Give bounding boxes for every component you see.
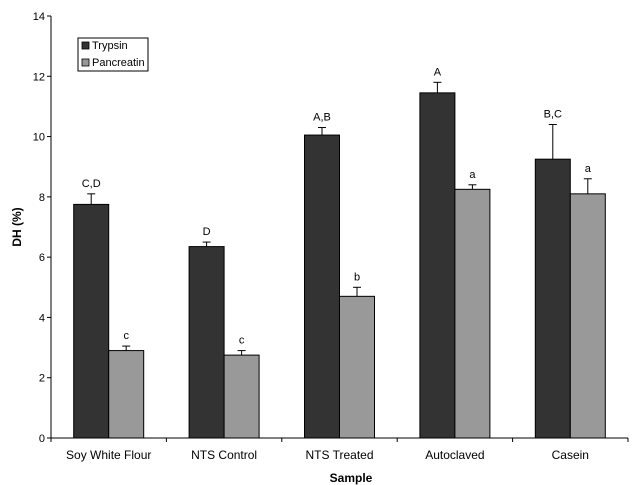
bars [73,81,606,439]
significance-label-trypsin: A,B [313,112,331,124]
x-category-label: Casein [552,448,589,462]
y-tick-label: 0 [39,433,45,445]
significance-label-trypsin: D [203,226,211,238]
y-axis: 0 2 4 6 8 10 12 14 [33,11,52,445]
significance-label-pancreatin: c [239,335,245,347]
bar-pancreatin [569,193,606,439]
x-axis-title: Sample [330,471,373,485]
legend-label-pancreatin: Pancreatin [92,57,145,69]
legend-box [77,37,149,72]
annotations: C,D c Dc A,B b Aa B,C a [82,66,592,346]
y-tick-label: 12 [33,71,45,83]
significance-label-trypsin: C,D [82,178,101,190]
significance-label-trypsin: B,C [544,109,562,121]
y-axis-title: DH (%) [10,207,24,246]
y-tick-label: 14 [33,11,45,23]
bar-pancreatin [339,295,375,439]
y-tick-label: 8 [39,192,45,204]
bar-trypsin [534,158,571,439]
y-tick-label: 4 [39,312,45,324]
legend-swatch-trypsin [81,41,90,50]
significance-label-pancreatin: a [585,163,592,175]
significance-label-trypsin: A [434,66,442,78]
significance-label-pancreatin: b [354,271,360,283]
significance-label-pancreatin: a [469,169,476,181]
x-category-label: NTS Control [191,448,257,462]
legend: Trypsin Pancreatin [77,37,149,72]
bar-pancreatin [108,350,145,439]
bar-trypsin [419,92,456,439]
x-category-label: Autoclaved [425,448,484,462]
legend-swatch-pancreatin [81,58,90,67]
x-category-label: NTS Treated [305,448,373,462]
x-category-label: Soy White Flour [66,448,151,462]
legend-label-trypsin: Trypsin [92,40,128,52]
x-axis: Soy White Flour NTS Control NTS Treated Aut… [50,437,629,462]
significance-label-pancreatin: c [123,330,129,342]
bar-trypsin [73,203,110,439]
bar-trypsin [304,134,340,439]
bar-trypsin [188,246,225,439]
y-tick-label: 6 [39,252,45,264]
bar-pancreatin [454,188,491,439]
y-tick-label: 2 [39,373,45,385]
y-tick-label: 10 [33,132,45,144]
bar-pancreatin [223,354,260,439]
